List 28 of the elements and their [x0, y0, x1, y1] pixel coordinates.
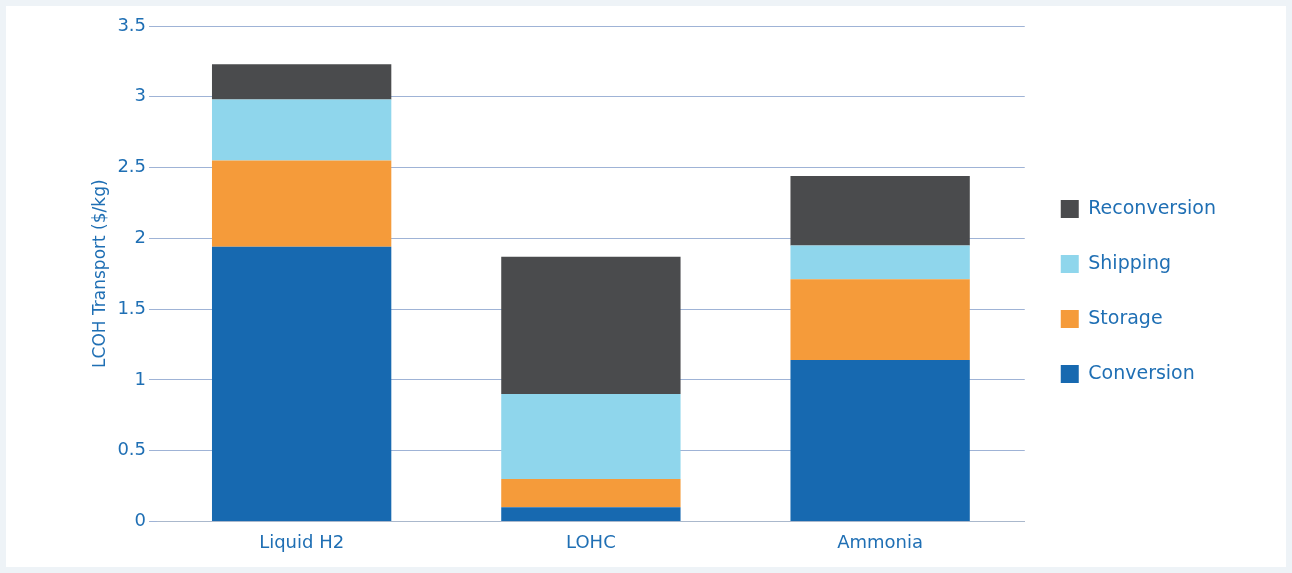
x-tick-label: Ammonia	[837, 530, 924, 552]
bar	[790, 176, 970, 246]
y-tick-label: 0	[134, 509, 147, 531]
bar	[790, 360, 970, 521]
y-tick-label: 3	[134, 84, 147, 106]
bar	[211, 64, 392, 100]
bar	[790, 245, 970, 280]
y-tick-label: 2	[134, 225, 147, 247]
legend-label: Conversion	[1088, 360, 1195, 383]
bar	[501, 507, 681, 521]
y-tick-label: 1	[134, 367, 147, 389]
bar	[501, 394, 681, 479]
bar	[790, 279, 970, 361]
bar	[211, 160, 392, 247]
y-axis-title: LCOH Transport ($/kg)	[88, 179, 109, 368]
y-tick-label: 1.5	[117, 296, 147, 318]
legend-label: Shipping	[1088, 250, 1172, 273]
legend-label: Storage	[1088, 305, 1163, 328]
legend-label: Reconversion	[1088, 195, 1217, 218]
bar	[501, 478, 681, 508]
y-tick-label: 0.5	[117, 438, 147, 460]
y-tick-label: 2.5	[117, 155, 147, 177]
bar	[211, 99, 392, 161]
x-tick-label: LOHC	[566, 530, 616, 552]
x-tick-label: Liquid H2	[259, 530, 345, 552]
bar	[211, 246, 392, 521]
bar	[501, 256, 681, 395]
y-tick-label: 3.5	[117, 13, 147, 35]
